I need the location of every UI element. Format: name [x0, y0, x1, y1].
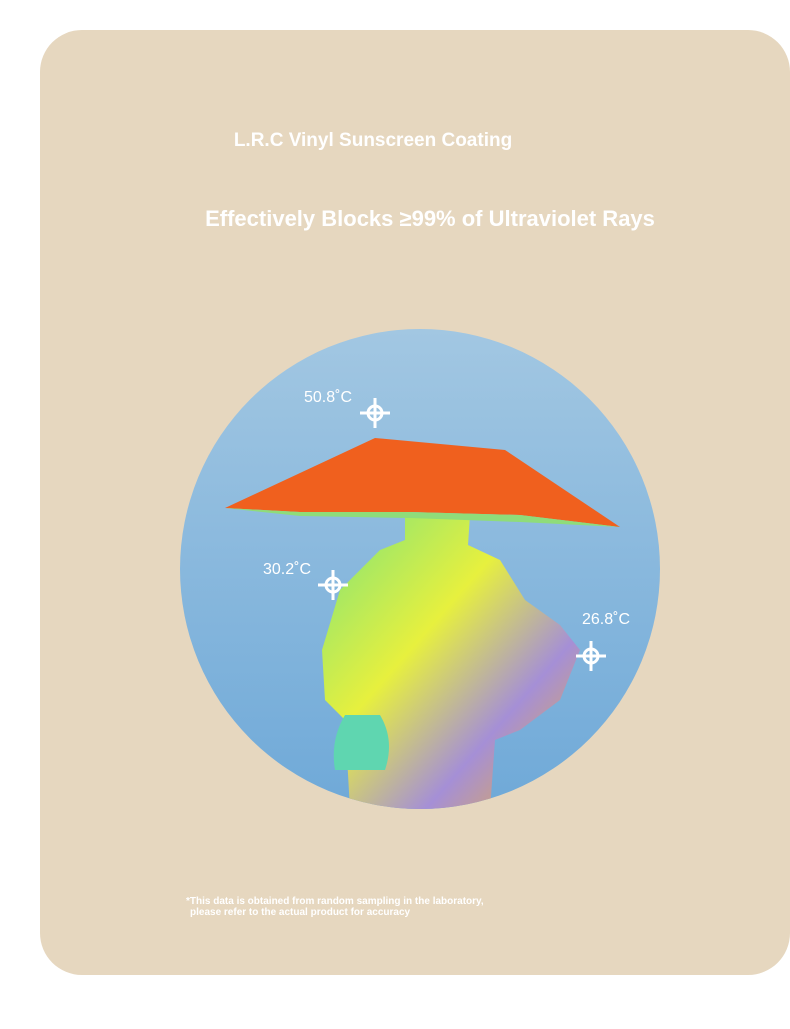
title: L.R.C Vinyl Sunscreen Coating	[234, 130, 512, 151]
temperature-label: 30.2˚C	[263, 561, 311, 578]
temperature-label: 50.8˚C	[304, 389, 352, 406]
thermal-figure	[225, 438, 620, 809]
umbrella-lining	[225, 508, 620, 527]
bag	[333, 715, 389, 770]
temperature-label: 26.8˚C	[582, 611, 630, 628]
crosshairs	[318, 398, 606, 671]
umbrella	[225, 438, 620, 527]
footnote-line: *This data is obtained from random sampl…	[186, 896, 484, 907]
subtitle: Effectively Blocks ≥99% of Ultraviolet R…	[205, 206, 655, 231]
footnote-line: please refer to the actual product for a…	[190, 907, 411, 918]
